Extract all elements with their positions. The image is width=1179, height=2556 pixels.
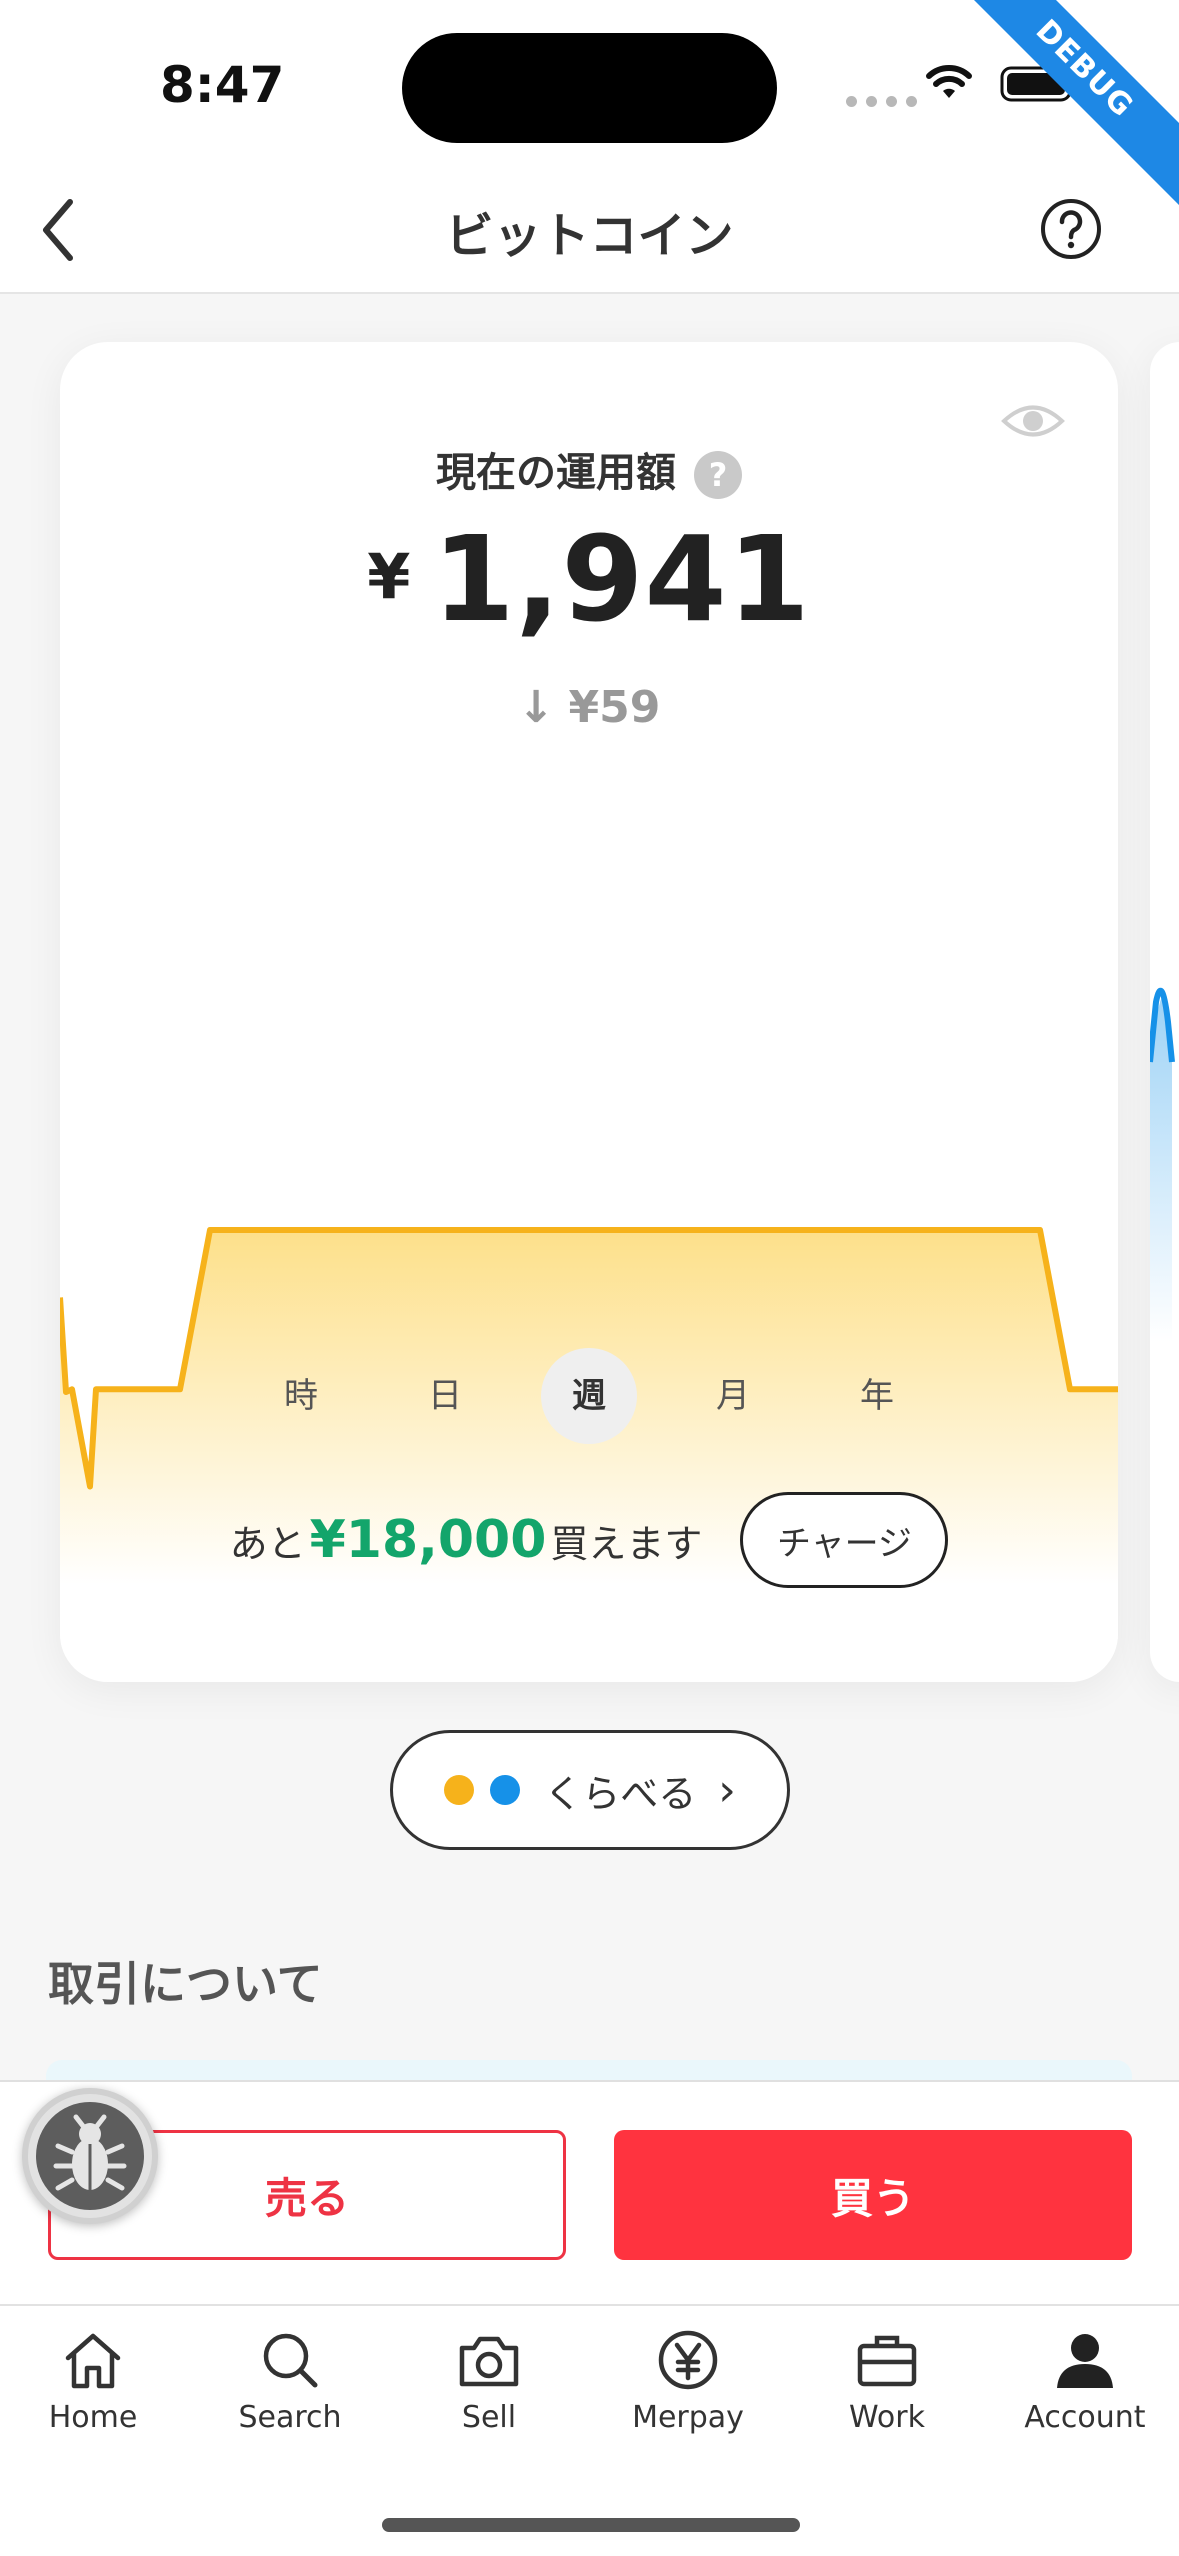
tab-label-work: Work <box>849 2400 925 2435</box>
camera-icon <box>459 2336 519 2387</box>
buying-power-amount: ¥18,000 <box>309 1510 547 1570</box>
compare-button[interactable]: くらべる › <box>390 1730 790 1850</box>
buying-power-row: あと ¥18,000 買えます チャージ <box>60 1492 1118 1588</box>
balance-help-icon[interactable]: ? <box>694 451 742 499</box>
tab-label-merpay: Merpay <box>632 2400 744 2435</box>
period-tab-4[interactable]: 年 <box>860 1376 894 1416</box>
account-icon <box>1057 2334 1113 2388</box>
buy-button[interactable]: 買う <box>614 2130 1132 2260</box>
chart-area-fill <box>60 1230 1118 1662</box>
section-title: 取引について <box>48 1957 323 2011</box>
down-arrow-icon: ↓ <box>517 682 555 733</box>
briefcase-icon <box>857 2335 917 2387</box>
page-title: ビットコイン <box>445 208 734 264</box>
help-icon[interactable] <box>1036 194 1106 264</box>
app-header: ビットコイン <box>0 170 1179 294</box>
dynamic-island <box>402 33 777 143</box>
tab-account[interactable]: Account <box>995 2328 1175 2435</box>
signal-dots-icon <box>846 96 917 107</box>
charge-button[interactable]: チャージ <box>740 1492 949 1588</box>
tab-search[interactable]: Search <box>200 2328 380 2435</box>
tab-label-home: Home <box>48 2400 138 2435</box>
buying-power-prefix: あと <box>229 1521 306 1566</box>
home-icon <box>65 2333 121 2389</box>
home-indicator <box>382 2518 800 2532</box>
period-tab-3[interactable]: 月 <box>716 1376 750 1416</box>
tab-home[interactable]: Home <box>3 2328 183 2435</box>
balance-label: 現在の運用額 <box>436 450 676 496</box>
tab-merpay[interactable]: Merpay <box>598 2328 778 2435</box>
yen-icon <box>658 2330 718 2390</box>
next-card-peek[interactable] <box>1150 342 1179 1682</box>
buying-power-suffix: 買えます <box>550 1521 703 1566</box>
ethereum-dot <box>490 1775 521 1805</box>
period-tab-1[interactable]: 日 <box>428 1376 462 1416</box>
next-card-chart <box>1150 987 1175 1342</box>
tab-work[interactable]: Work <box>797 2328 977 2435</box>
chart-line <box>60 1227 1118 1490</box>
period-selector: 時日週月年 <box>60 1348 1118 1444</box>
balance-value: 1,941 <box>432 510 811 648</box>
change-value: ¥59 <box>568 682 661 733</box>
balance-label-row: 現在の運用額? <box>60 440 1118 499</box>
search-icon <box>263 2333 318 2388</box>
tab-label-account: Account <box>1024 2400 1146 2435</box>
status-time: 8:47 <box>160 56 285 114</box>
chevron-right-icon: › <box>718 1764 736 1816</box>
balance-amount: ¥1,941 <box>60 510 1118 648</box>
debug-bug-icon[interactable] <box>22 2088 158 2224</box>
status-bar: 8:47 <box>0 0 1179 170</box>
tab-label-sell: Sell <box>461 2400 517 2435</box>
bottom-tab-bar: Home Search Sell Merpay Work A <box>0 2304 1179 2556</box>
trade-action-bar: 売る 買う <box>0 2080 1179 2306</box>
balance-change: ↓ ¥59 <box>60 682 1118 733</box>
portfolio-card[interactable]: 現在の運用額? ¥1,941 ↓ ¥59 時 日 週 月 年 あと ¥18,000 買えま… <box>60 342 1118 1682</box>
tab-sell[interactable]: Sell <box>399 2328 579 2435</box>
compare-label: くらべる <box>544 1771 697 1816</box>
wifi-icon <box>926 65 972 98</box>
bitcoin-dot <box>444 1775 475 1805</box>
tab-label-search: Search <box>238 2400 342 2435</box>
eye-icon[interactable] <box>1000 398 1066 444</box>
period-tab-0[interactable]: 時 <box>284 1376 318 1416</box>
back-chevron-icon[interactable] <box>34 190 114 270</box>
period-tab-2[interactable]: 週 <box>541 1348 637 1444</box>
currency-symbol: ¥ <box>367 540 411 613</box>
